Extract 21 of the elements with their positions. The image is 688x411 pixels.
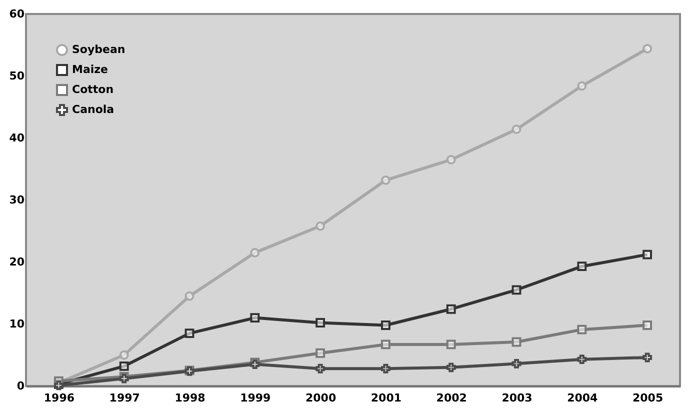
x-tick-label: 2003	[502, 392, 532, 404]
y-tick-label: 40	[9, 132, 25, 144]
legend-label: Maize	[72, 63, 108, 76]
y-tick-label: 0	[16, 380, 25, 392]
x-tick-label: 1997	[109, 392, 140, 404]
y-tick-label: 50	[9, 70, 25, 82]
x-tick-label: 2001	[370, 392, 402, 404]
legend-label: Soybean	[72, 43, 126, 56]
y-tick-label: 30	[9, 194, 25, 206]
y-tick-label: 10	[9, 318, 25, 330]
x-tick-label: 2002	[436, 392, 467, 404]
x-tick-label: 1999	[240, 392, 271, 404]
y-tick-label: 20	[9, 256, 25, 268]
x-tick-label: 1996	[44, 392, 75, 404]
x-tick-label: 2000	[305, 392, 336, 404]
legend-label: Canola	[72, 103, 114, 116]
y-tick-label: 60	[9, 8, 25, 20]
x-tick-label: 2004	[567, 392, 598, 404]
legend-label: Cotton	[72, 83, 114, 96]
x-tick-label: 2005	[632, 392, 664, 404]
x-tick-label: 1998	[174, 392, 206, 404]
